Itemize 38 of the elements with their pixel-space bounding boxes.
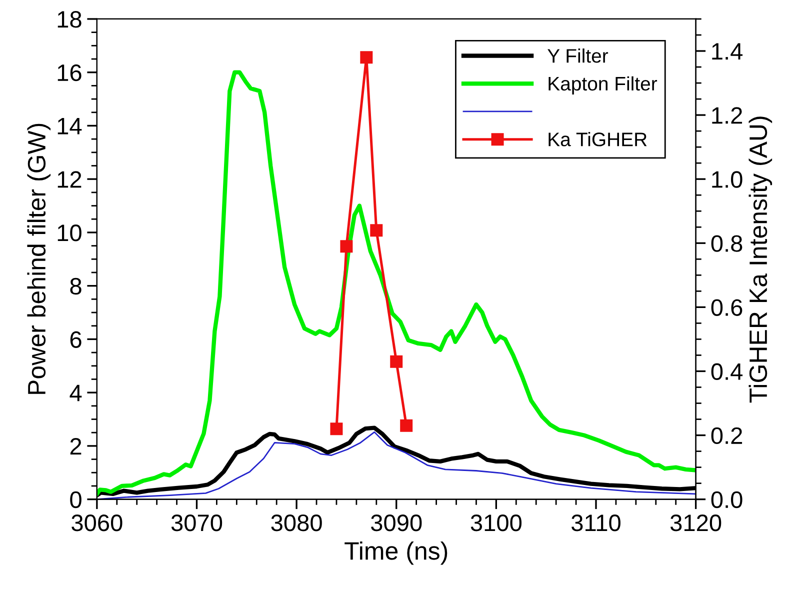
y-tick-label: 18: [58, 11, 82, 28]
line-series: [96, 70, 696, 496]
y2-tick-label: 1.4: [712, 43, 743, 60]
point: [370, 224, 383, 237]
x-tick-label: 3080: [271, 514, 322, 532]
legend-label: Y Filter: [548, 48, 608, 63]
y-tick-label: 0: [70, 491, 82, 508]
y2-axis-title: TiGHER Ka Intensity (AU): [748, 116, 772, 403]
y2-tick-label: 0.6: [711, 299, 742, 316]
x-tick-label: 3110: [572, 514, 620, 532]
y2-tick-label: 1.0: [712, 171, 742, 188]
x-tick-label: 3070: [171, 514, 222, 532]
point: [330, 422, 343, 436]
y2-tick-label: 0.2: [711, 427, 742, 444]
y2-tick-label: 1.2: [712, 107, 742, 124]
y-tick-label: 2: [70, 438, 82, 454]
y-axis-title: Power behind filter (GW): [27, 124, 51, 394]
y2-tick-label: 0.8: [711, 235, 742, 252]
x-tick-label: 3090: [371, 514, 422, 532]
y-tick-label: 14: [58, 118, 82, 134]
point: [400, 419, 413, 432]
x-tick-label: 3120: [670, 514, 722, 532]
point: [390, 355, 403, 368]
y2-tick-label: 0.0: [711, 491, 742, 508]
y-tick-label: 10: [58, 224, 82, 242]
point: [340, 240, 353, 253]
y2-tick-label: 0.4: [711, 363, 743, 380]
point: [360, 51, 373, 64]
y-tick-label: 4: [70, 384, 82, 402]
y-tick-label: 16: [58, 64, 82, 82]
x-axis-title: Time (ns): [344, 541, 448, 565]
legend-label: Ka TiGHER: [548, 132, 647, 146]
legend-label: Kapton Filter: [548, 76, 658, 94]
y-tick-label: 6: [70, 331, 82, 348]
x-tick-label: 3060: [72, 514, 122, 532]
y-tick-label: 8: [70, 278, 82, 295]
x-tick-label: 3100: [470, 514, 522, 532]
y-tick-label: 12: [58, 171, 82, 188]
